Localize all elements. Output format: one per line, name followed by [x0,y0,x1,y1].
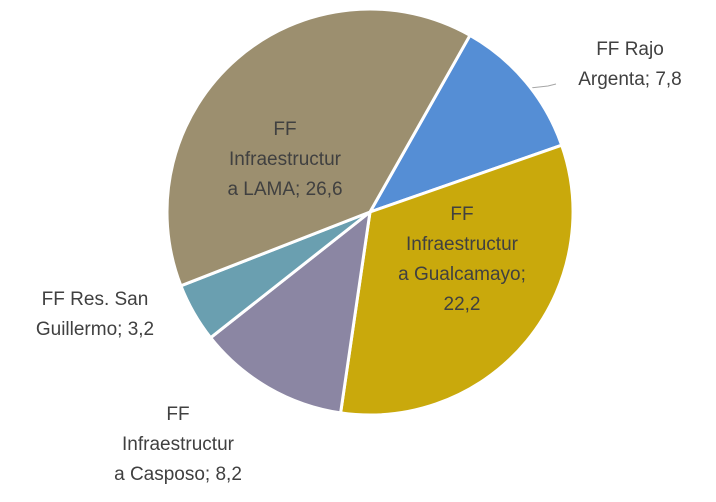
pie-slice [338,143,575,417]
data-label: FF Infraestructur a Gualcamayo; 22,2 [398,204,526,315]
data-label: FF Rajo Argenta; 7,8 [578,39,682,90]
data-label: FF Res. San Guillermo; 3,2 [36,289,154,340]
pie-slice [366,33,564,215]
data-label: FF Infraestructur a Casposo; 8,2 [114,404,242,485]
leader-line [529,83,557,89]
pie-slice [165,7,473,288]
pie-slice [208,208,373,415]
data-label: FF Infraestructur a LAMA; 26,6 [227,119,342,200]
